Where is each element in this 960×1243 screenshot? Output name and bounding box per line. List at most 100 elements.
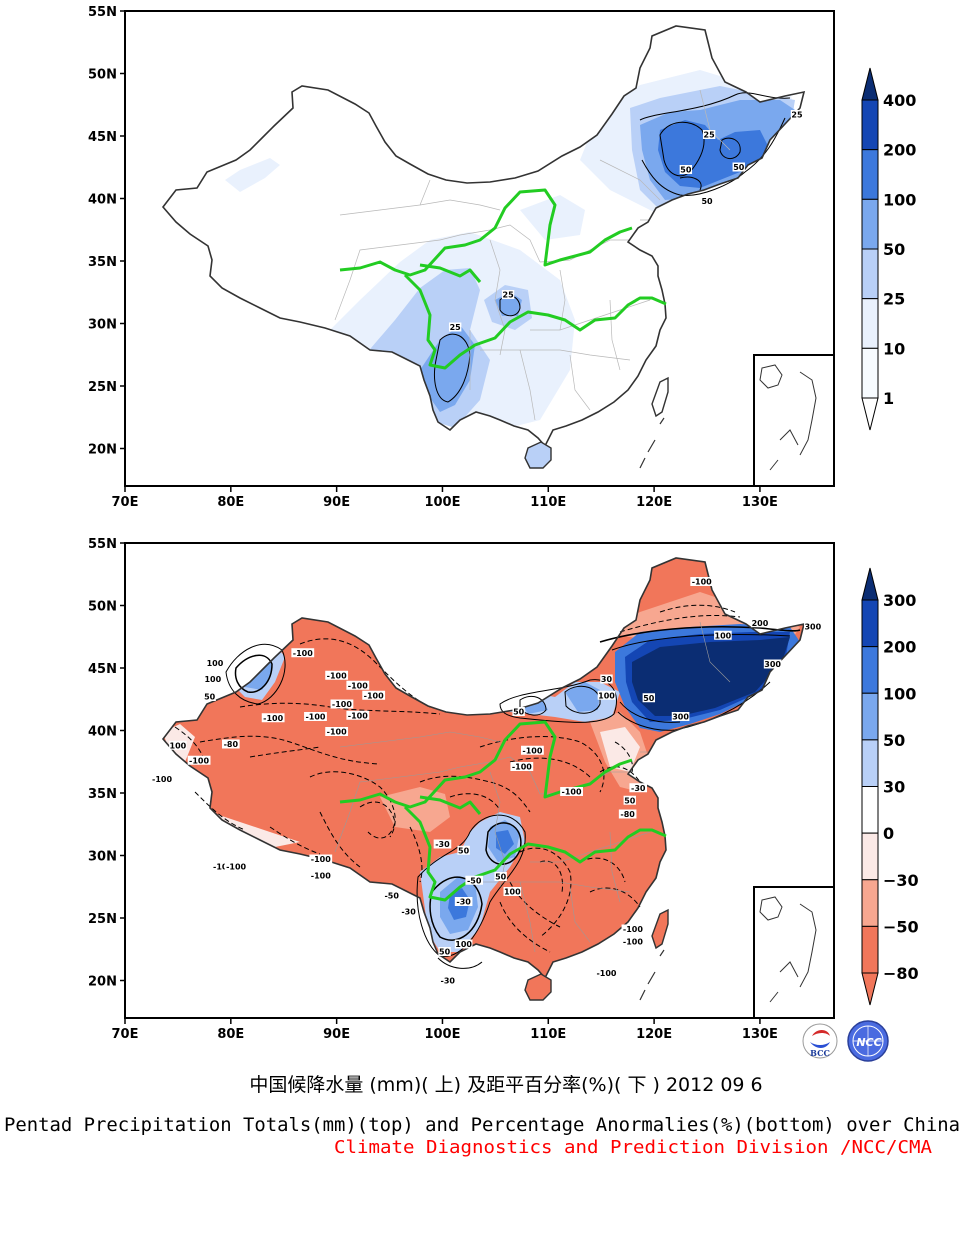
south-china-sea-inset — [753, 354, 835, 487]
bottom-map-frame — [124, 542, 835, 1019]
lon-tick-label: 90E — [323, 1027, 350, 1042]
contour-label: 300 — [764, 660, 781, 669]
contour-label-bg — [433, 839, 452, 849]
contour-label-bg — [330, 699, 354, 709]
contour-label-bg — [621, 937, 645, 946]
contour-label: -30 — [401, 908, 416, 917]
lat-tick-label: 55N — [88, 5, 117, 20]
contour-label-bg — [150, 774, 174, 784]
contour-lines — [434, 92, 791, 403]
yellow-river — [339, 720, 633, 809]
lat-tick-label: 35N — [88, 787, 117, 802]
shade-over-300 — [632, 637, 790, 716]
contour-label-bg — [382, 890, 401, 900]
contour-label-bg — [503, 887, 522, 896]
contour-label-bg — [763, 659, 782, 669]
contour-label: -100 — [327, 728, 347, 737]
contour-label-bg — [595, 968, 618, 978]
lat-tick-label: 40N — [88, 193, 117, 208]
contour-label-bg — [702, 130, 716, 139]
contour-label: -100 — [623, 938, 643, 947]
islands — [639, 417, 665, 469]
colorbar-cap-bottom — [861, 397, 879, 431]
colorbar-segment — [861, 832, 879, 881]
bottom-contour-labels: -100 -100 -100 -100 -100 -100 -100 -100 -100 -100… — [150, 577, 822, 985]
contour-label: -80 — [224, 740, 239, 749]
colorbar-segment — [861, 925, 879, 974]
contour-label-bg — [362, 690, 386, 700]
lon-tick-label: 90E — [323, 495, 350, 510]
lat-tick-label: 20N — [88, 975, 117, 990]
contour-label: 50 — [733, 163, 745, 172]
colorbar-label: 50 — [883, 240, 905, 259]
contour-label-bg — [621, 924, 645, 934]
contour-label: -100 — [522, 746, 542, 755]
credit-line: Climate Diagnostics and Prediction Divis… — [334, 1137, 932, 1158]
contour-label-bg — [325, 670, 349, 680]
contour-label: 25 — [503, 291, 515, 300]
contour-label: -100 — [327, 671, 347, 680]
contour-label: 100 — [504, 888, 521, 897]
contour-label: 100 — [170, 741, 187, 750]
contour-label: -100 — [692, 578, 712, 587]
colorbar-segment — [861, 786, 879, 834]
svg-text:NCC: NCC — [856, 1036, 881, 1049]
contour-label: 25 — [791, 111, 803, 120]
contour-label-bg — [346, 710, 370, 720]
lat-tick-label: 30N — [88, 318, 117, 333]
precipitation-totals-map — [125, 11, 834, 486]
contour-label-bg — [700, 196, 714, 206]
south-china-sea-inset — [753, 886, 835, 1019]
contour-label-bg — [448, 322, 462, 332]
contour-label-bg — [304, 712, 327, 721]
longitude-ticks: 70E 80E 90E 100E 110E 120E 130E — [112, 486, 778, 510]
contour-label-bg — [521, 745, 544, 755]
contour-label: -100 — [311, 855, 331, 864]
contour-label: -100 — [263, 714, 283, 723]
contour-label-bg — [629, 783, 648, 793]
contour-label: 50 — [680, 166, 692, 175]
colorbar-segment — [861, 347, 879, 399]
colorbar-segment — [861, 692, 879, 741]
colorbar-segment — [861, 248, 879, 300]
lon-tick-label: 80E — [217, 1027, 244, 1042]
contour-label: -80 — [620, 810, 635, 819]
shade-1-10 — [225, 158, 280, 192]
contour-label: -30 — [456, 898, 471, 907]
contour-label-bg — [501, 290, 515, 299]
contour-label: 50 — [439, 948, 451, 957]
contour-label-bg — [454, 939, 473, 949]
colorbar-segment — [861, 298, 879, 349]
contour-label: 50 — [643, 694, 655, 703]
contour-label: -100 — [189, 756, 209, 765]
contour-label: -100 — [512, 763, 532, 772]
contour-label: -50 — [384, 891, 399, 900]
contour-label: 100 — [715, 631, 732, 640]
contour-label-bg — [618, 809, 637, 819]
contour-label: -100 — [226, 863, 246, 872]
colorbar-label: 100 — [883, 190, 916, 209]
colorbar-segment — [861, 149, 879, 200]
contour-label: -100 — [311, 871, 331, 880]
colorbar-label: 0 — [883, 824, 894, 843]
colorbar-cap-top — [861, 67, 879, 101]
latitude-ticks: 55N 50N 45N 40N 35N 30N 25N 20N — [88, 5, 125, 458]
contour-label-bg — [325, 727, 349, 736]
contour-label-bg — [790, 110, 804, 119]
yangtze-river — [403, 273, 667, 370]
contour-label: 100 — [598, 691, 615, 700]
top-contour-labels: 25 25 50 50 50 25 25 — [448, 110, 804, 332]
contour-label-bg — [169, 740, 187, 750]
lon-tick-label: 100E — [424, 495, 460, 510]
contour-label-bg — [224, 862, 248, 871]
yellow-river-loop — [419, 263, 482, 283]
contour-label-bg — [623, 795, 636, 805]
contour-label-bg — [494, 872, 507, 881]
lat-tick-label: 40N — [88, 725, 117, 740]
contour-label: 50 — [701, 197, 713, 206]
longitude-ticks: 70E 80E 90E 100E 110E 120E 130E — [112, 1018, 778, 1042]
contour-label-bg — [804, 622, 822, 631]
lat-tick-label: 55N — [88, 537, 117, 552]
colorbar-label: 200 — [883, 141, 916, 160]
